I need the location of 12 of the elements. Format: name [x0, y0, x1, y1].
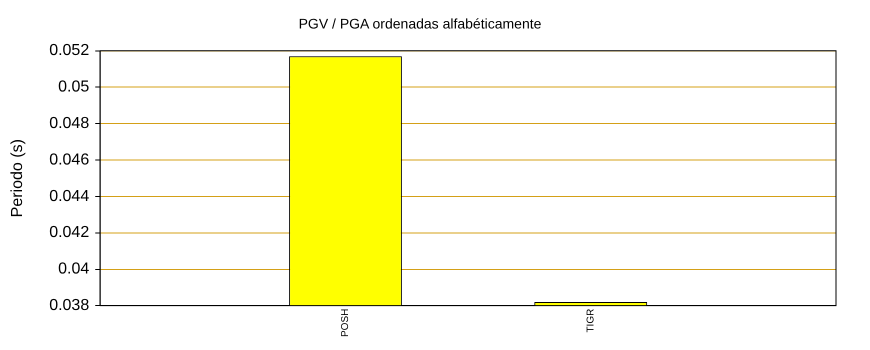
y-tick-label: 0.038: [49, 297, 90, 314]
x-tick-label: POSH: [340, 308, 352, 338]
x-tick-label: TIGR: [585, 308, 596, 333]
y-tick-label: 0.05: [58, 78, 90, 96]
chart-title: PGV / PGA ordenadas alfabéticamente: [298, 15, 542, 32]
y-tick-label: 0.052: [49, 42, 90, 60]
y-axis-title: Periodo (s): [9, 139, 26, 218]
y-tick-label: 0.04: [58, 260, 90, 278]
y-tick-label: 0.044: [49, 188, 90, 205]
y-tick-label: 0.042: [49, 224, 90, 242]
y-tick-label: 0.048: [49, 115, 90, 132]
y-tick-label: 0.046: [49, 151, 90, 168]
